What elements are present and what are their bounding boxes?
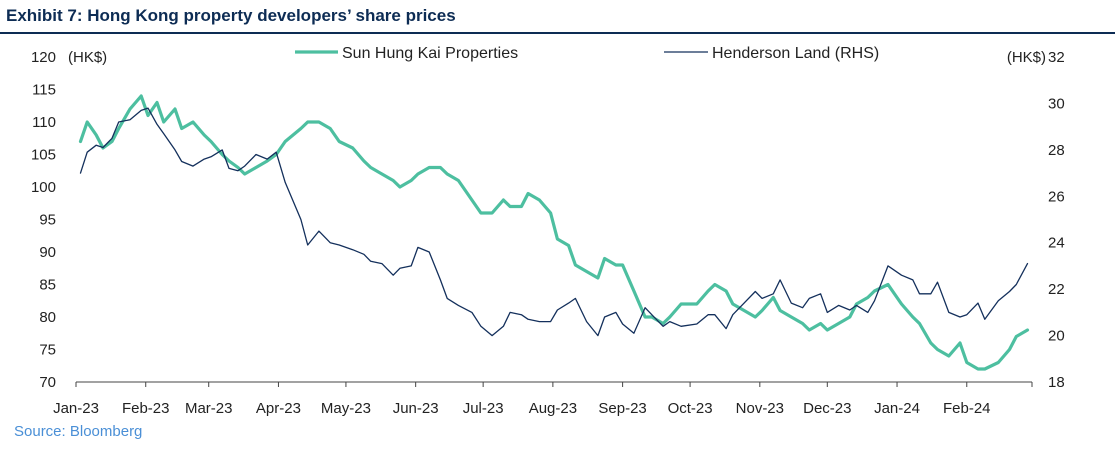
y-left-tick-label: 95	[39, 212, 56, 229]
x-tick-label: Jan-23	[53, 400, 99, 417]
y-left-tick-label: 80	[39, 309, 56, 326]
series-layer	[78, 94, 1030, 371]
y-right-tick-label: 28	[1048, 142, 1065, 159]
y-left-unit: (HK$)	[68, 49, 107, 66]
y-right-tick-label: 18	[1048, 374, 1065, 391]
x-tick-label: Feb-23	[122, 400, 170, 417]
y-left-tick-label: 90	[39, 244, 56, 261]
series-line-shkp	[78, 94, 1030, 371]
x-tick-label: Oct-23	[668, 400, 713, 417]
source-note: Source: Bloomberg	[14, 423, 143, 440]
y-left-tick-label: 105	[31, 147, 56, 164]
chart-axes: Jan-23 Feb-23 Mar-23 Apr-23 May-23 Jun-23 Jul-…	[31, 49, 1065, 417]
chart-legend: Sun Hung Kai Properties Henderson Land (R…	[295, 45, 879, 62]
x-tick-label: Jan-24	[874, 400, 920, 417]
y-right-unit: (HK$)	[1007, 49, 1046, 66]
x-tick-label: Jun-23	[393, 400, 439, 417]
y-left-tick-label: 120	[31, 49, 56, 66]
x-tick-label: Mar-23	[185, 400, 233, 417]
legend-henderson-label: Henderson Land (RHS)	[712, 45, 879, 62]
y-right-tick-label: 26	[1048, 188, 1065, 205]
y-right-tick-label: 30	[1048, 95, 1065, 112]
x-tick-label: May-23	[321, 400, 371, 417]
x-tick-label: Feb-24	[943, 400, 991, 417]
title-rule	[0, 32, 1115, 34]
series-line-henderson	[79, 107, 1029, 337]
x-tick-label: Apr-23	[256, 400, 301, 417]
y-right-tick-label: 24	[1048, 235, 1065, 252]
y-left-tick-label: 75	[39, 342, 56, 359]
y-left-tick-label: 85	[39, 277, 56, 294]
x-tick-label: Nov-23	[736, 400, 784, 417]
y-left-tick-label: 100	[31, 179, 56, 196]
x-tick-label: Jul-23	[463, 400, 504, 417]
x-tick-label: Sep-23	[598, 400, 646, 417]
y-right-tick-label: 22	[1048, 281, 1065, 298]
x-tick-label: Dec-23	[803, 400, 851, 417]
y-left-tick-label: 110	[32, 114, 56, 131]
y-right-tick-label: 32	[1048, 49, 1065, 66]
legend-shkp-label: Sun Hung Kai Properties	[342, 45, 518, 62]
y-left-tick-label: 115	[32, 82, 56, 99]
y-left-tick-label: 70	[39, 374, 56, 391]
exhibit-title: Exhibit 7: Hong Kong property developers…	[6, 6, 456, 25]
x-tick-label: Aug-23	[529, 400, 577, 417]
y-right-tick-label: 20	[1048, 328, 1065, 345]
